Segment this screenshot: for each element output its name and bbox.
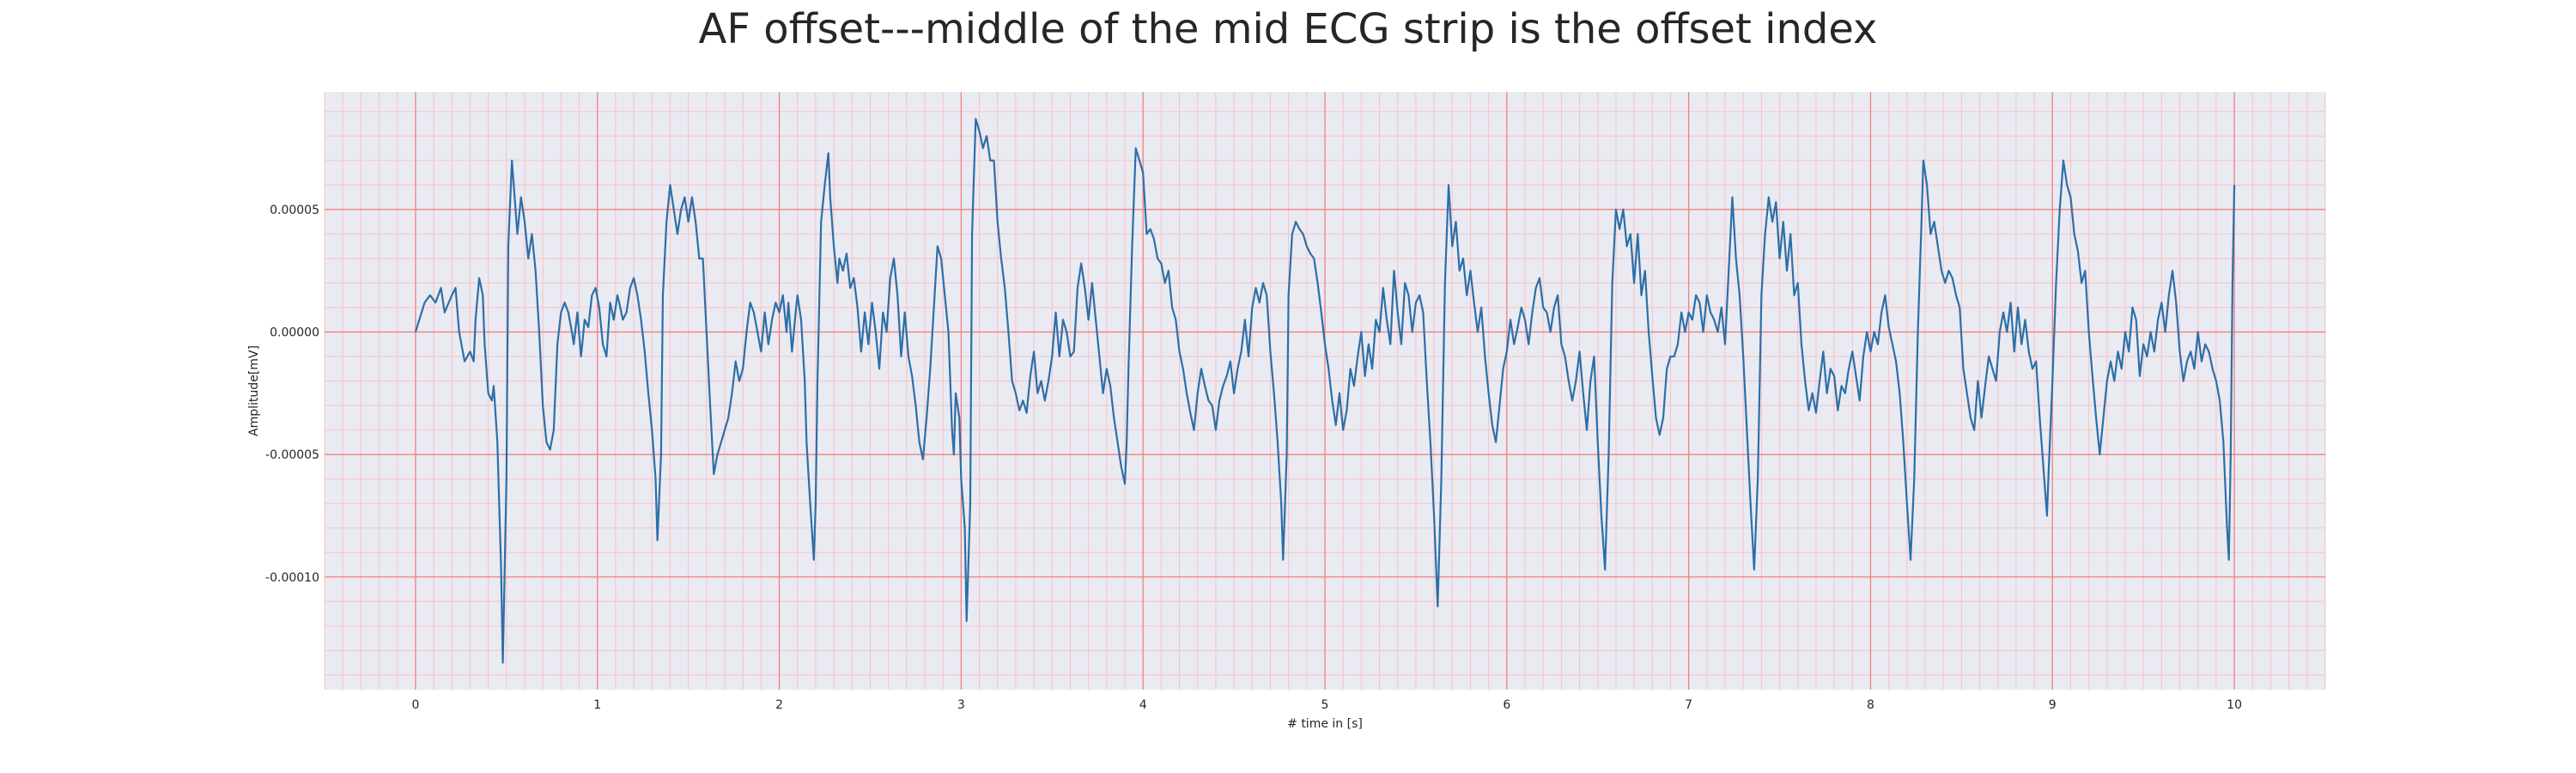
y-tick-label: -0.00010 bbox=[265, 571, 319, 585]
x-tick-label: 1 bbox=[593, 698, 601, 712]
y-axis-label: Amplitude[mV] bbox=[247, 345, 261, 436]
x-tick-label: 8 bbox=[1867, 698, 1874, 712]
x-tick-label: 6 bbox=[1503, 698, 1510, 712]
y-tick-label: -0.00005 bbox=[265, 448, 319, 462]
y-tick-label: 0.00000 bbox=[270, 326, 319, 340]
x-tick-label: 2 bbox=[775, 698, 783, 712]
x-tick-label: 7 bbox=[1685, 698, 1692, 712]
x-tick-label: 10 bbox=[2227, 698, 2242, 712]
y-tick-label: 0.00005 bbox=[270, 204, 319, 217]
x-axis-ticks: 0 1 2 3 4 5 6 7 8 9 10 bbox=[411, 698, 2242, 712]
x-tick-label: 9 bbox=[2049, 698, 2057, 712]
x-axis-label: # time in [s] bbox=[1287, 717, 1363, 731]
x-tick-label: 4 bbox=[1139, 698, 1147, 712]
x-tick-label: 3 bbox=[957, 698, 965, 712]
x-tick-label: 0 bbox=[411, 698, 419, 712]
y-axis-ticks: 0.00005 0.00000 -0.00005 -0.00010 bbox=[265, 204, 319, 585]
x-tick-label: 5 bbox=[1321, 698, 1329, 712]
